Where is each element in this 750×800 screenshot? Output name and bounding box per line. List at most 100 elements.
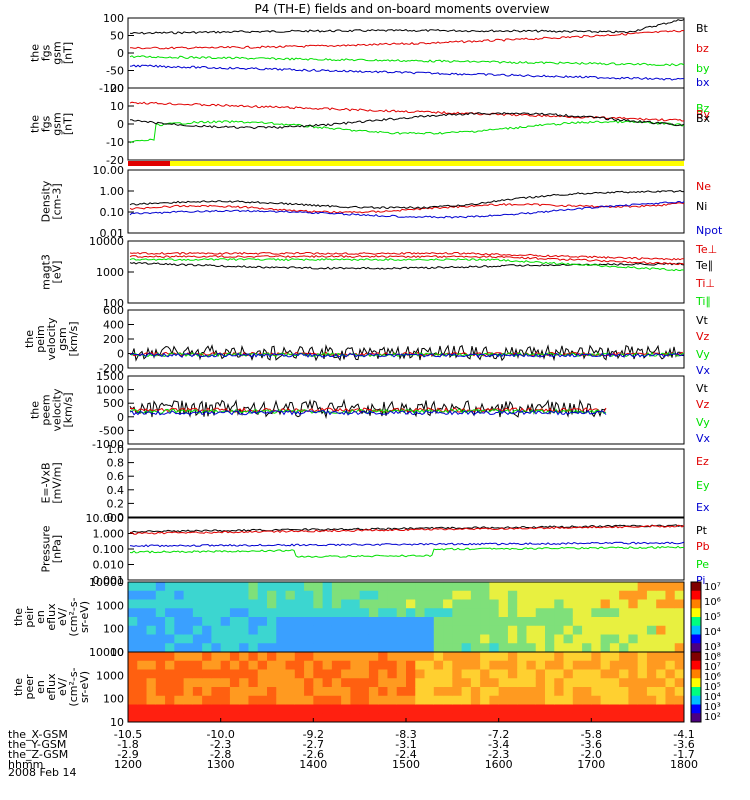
heatmap-cell [304, 660, 314, 670]
heatmap-cell [359, 643, 370, 653]
heatmap-cell [480, 634, 490, 644]
heatmap-cell [563, 634, 574, 644]
y-tick-label: 0.001 [93, 574, 125, 587]
heatmap-cell [341, 695, 351, 705]
heatmap-cell [267, 582, 277, 592]
heatmap-cell [229, 687, 240, 697]
y-axis-label-line: [nT] [62, 113, 75, 135]
heatmap-cell [174, 704, 185, 714]
heatmap-cell [656, 599, 666, 609]
heatmap-cell [396, 652, 407, 662]
heatmap-cell [378, 634, 388, 644]
heatmap-cell [202, 652, 212, 662]
heatmap-cell [637, 713, 648, 723]
y-axis-label-line: (cm²-s- [67, 597, 80, 636]
panel-peer-eflux: 10000 1000 100 10 thepeerenefluxeV/(cm²-s-sr… [12, 646, 721, 729]
heatmap-cell [128, 669, 138, 679]
heatmap-cell [406, 687, 416, 697]
heatmap-cell [656, 652, 666, 662]
x-axis-tick-label: -3.1 [395, 738, 416, 751]
heatmap-cell [341, 625, 351, 635]
y-tick-label: 100 [103, 623, 124, 636]
heatmap-cell [609, 625, 620, 635]
heatmap-cell [322, 669, 333, 679]
heatmap-cell [572, 669, 583, 679]
heatmap-cell [322, 608, 333, 618]
heatmap-cell [470, 590, 481, 600]
heatmap-cell [155, 643, 166, 653]
colorbar-segment [691, 599, 701, 609]
heatmap-cell [155, 713, 166, 723]
heatmap-cell [322, 634, 333, 644]
heatmap-cell [563, 599, 574, 609]
heatmap-cell [285, 617, 296, 627]
heatmap-cell [313, 590, 324, 600]
heatmap-cell [137, 695, 148, 705]
heatmap-cell [424, 687, 435, 697]
heatmap-cell [378, 643, 388, 653]
heatmap-cell [609, 713, 620, 723]
heatmap-cell [517, 625, 527, 635]
heatmap-cell [619, 590, 629, 600]
heatmap-cell [174, 608, 185, 618]
legend-Vy: Vy [696, 416, 710, 429]
heatmap-cell [202, 704, 212, 714]
heatmap-cell [563, 590, 574, 600]
heatmap-cell [202, 687, 212, 697]
heatmap-cell [341, 582, 351, 592]
heatmap-cell [572, 695, 583, 705]
heatmap-cell [331, 599, 342, 609]
heatmap-cell [674, 617, 685, 627]
heatmap-cell [137, 599, 148, 609]
colorbar-segment [691, 643, 701, 653]
heatmap-cell [387, 713, 398, 723]
heatmap-cell [137, 652, 148, 662]
y-axis-label: thepeemvelocity[km/s] [29, 388, 75, 431]
heatmap-cell [628, 590, 639, 600]
heatmap-cell [535, 582, 546, 592]
series-line-Vt [129, 398, 607, 420]
y-tick-label: 200 [103, 333, 124, 346]
heatmap-cell [359, 625, 370, 635]
heatmap-cell [341, 713, 351, 723]
heatmap-cell [646, 652, 657, 662]
heatmap-cell [341, 660, 351, 670]
heatmap-cell [313, 625, 324, 635]
heatmap-cell [424, 669, 435, 679]
heatmap-cell [128, 634, 138, 644]
heatmap-cell [665, 713, 676, 723]
heatmap-cell [192, 713, 203, 723]
heatmap-cell [433, 713, 444, 723]
y-axis-label: E=-VxB[mV/m] [40, 462, 64, 503]
heatmap-cell [545, 625, 555, 635]
heatmap-cell [387, 634, 398, 644]
heatmap-cell [582, 713, 592, 723]
heatmap-cell [480, 695, 490, 705]
y-tick-label: 0 [117, 348, 124, 361]
heatmap-cell [572, 704, 583, 714]
heatmap-cell [498, 643, 509, 653]
heatmap-cell [294, 669, 305, 679]
heatmap-cell [368, 634, 379, 644]
heatmap-cell [545, 634, 555, 644]
heatmap-cell [433, 608, 444, 618]
series-line-by [129, 55, 685, 67]
heatmap-cell [155, 617, 166, 627]
heatmap-cell [545, 643, 555, 653]
heatmap-cell [489, 687, 500, 697]
heatmap-cell [276, 687, 287, 697]
heatmap-cell [257, 625, 268, 635]
heatmap-cell [202, 678, 212, 688]
series-line-Vy [129, 408, 607, 415]
heatmap-cell [470, 704, 481, 714]
heatmap-cell [396, 669, 407, 679]
heatmap-cell [267, 634, 277, 644]
heatmap-cell [507, 713, 518, 723]
heatmap-cell [489, 634, 500, 644]
heatmap-cell [665, 687, 676, 697]
heatmap-cell [526, 695, 537, 705]
heatmap-cell [359, 590, 370, 600]
heatmap-cell [211, 590, 222, 600]
heatmap-cell [619, 695, 629, 705]
heatmap-cell [470, 643, 481, 653]
